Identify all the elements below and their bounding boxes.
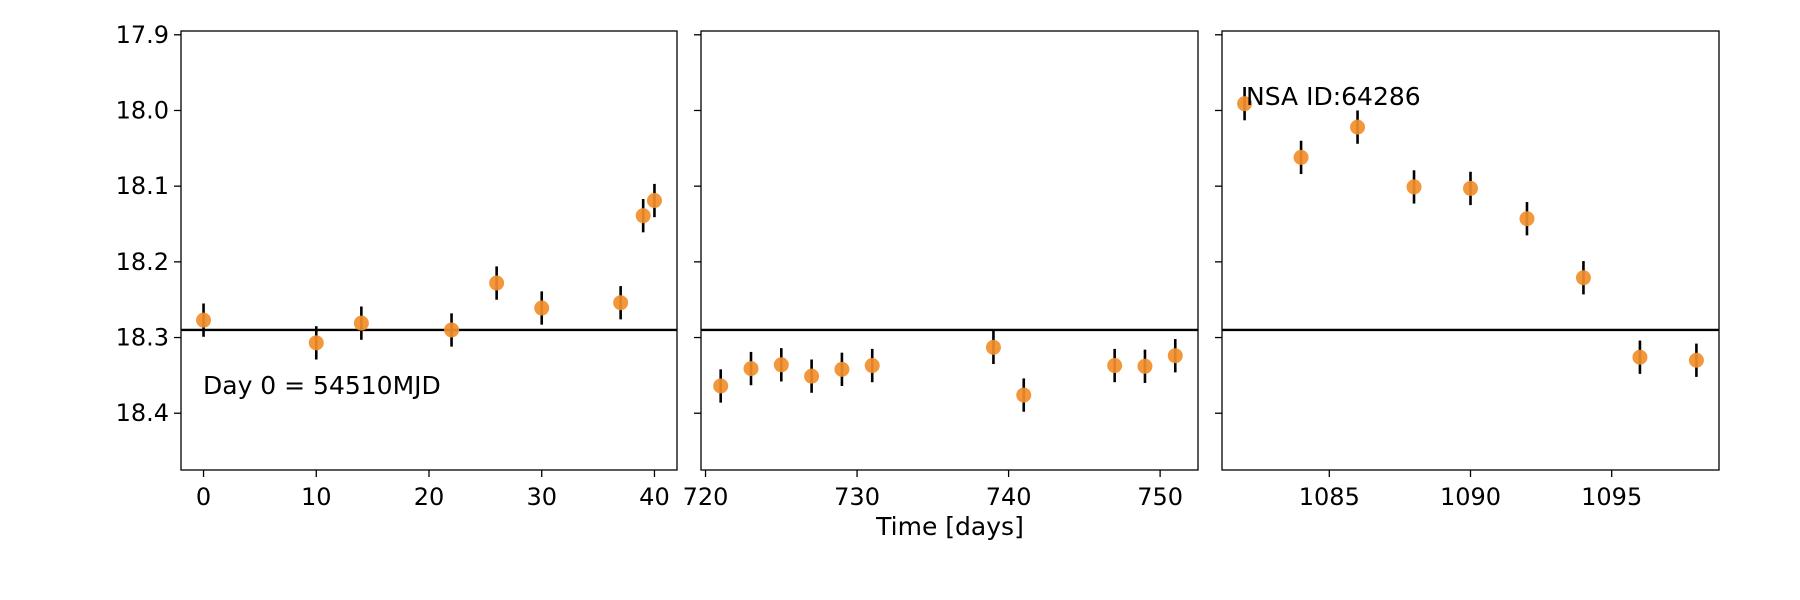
x-tick-label: 1090: [1440, 483, 1501, 511]
x-tick-label: 720: [683, 483, 729, 511]
data-point: [534, 300, 550, 316]
x-tick-label: 0: [196, 483, 211, 511]
x-tick-label: 730: [834, 483, 880, 511]
data-point: [1237, 96, 1253, 112]
data-point: [613, 295, 629, 311]
data-point: [743, 361, 759, 377]
x-tick-label: 1085: [1299, 483, 1360, 511]
day-zero-annotation: Day 0 = 54510MJD: [203, 371, 441, 400]
data-point: [985, 339, 1001, 355]
data-point: [1107, 358, 1123, 374]
x-tick-label: 40: [639, 483, 670, 511]
data-point: [196, 312, 212, 328]
y-tick-label: 18.1: [116, 172, 169, 200]
x-tick-label: 20: [414, 483, 445, 511]
data-point: [1519, 211, 1535, 227]
data-point: [646, 193, 662, 209]
x-tick-label: 750: [1137, 483, 1183, 511]
y-tick-label: 18.3: [116, 324, 169, 352]
x-tick-label: 10: [301, 483, 332, 511]
data-point: [1632, 349, 1648, 365]
x-axis-title: Time [days]: [875, 512, 1024, 541]
data-point: [713, 378, 729, 394]
object-id-annotation: NSA ID:64286: [1246, 82, 1421, 111]
data-point: [773, 357, 789, 373]
data-point: [1406, 179, 1422, 195]
y-tick-label: 18.0: [116, 96, 169, 124]
x-tick-label: 30: [526, 483, 557, 511]
data-point: [1137, 358, 1153, 374]
data-point: [804, 368, 820, 384]
data-point: [1016, 387, 1032, 403]
data-point: [1463, 180, 1478, 196]
data-point: [1293, 149, 1309, 165]
data-point: [864, 358, 880, 374]
x-tick-label: 1095: [1581, 483, 1642, 511]
data-point: [1350, 119, 1366, 135]
data-point: [489, 275, 505, 291]
panel-frame: [700, 30, 1199, 471]
y-tick-label: 18.4: [116, 399, 169, 427]
x-tick-label: 740: [986, 483, 1032, 511]
panel-frame: [180, 30, 678, 471]
data-point: [635, 208, 651, 224]
data-point: [1167, 348, 1183, 364]
data-point: [353, 315, 369, 331]
data-point: [1688, 352, 1704, 368]
data-point: [444, 322, 460, 338]
data-point: [834, 361, 850, 377]
y-tick-label: 18.2: [116, 248, 169, 276]
y-tick-label: 17.9: [116, 21, 169, 49]
data-point: [308, 335, 324, 351]
data-point: [1575, 270, 1591, 286]
